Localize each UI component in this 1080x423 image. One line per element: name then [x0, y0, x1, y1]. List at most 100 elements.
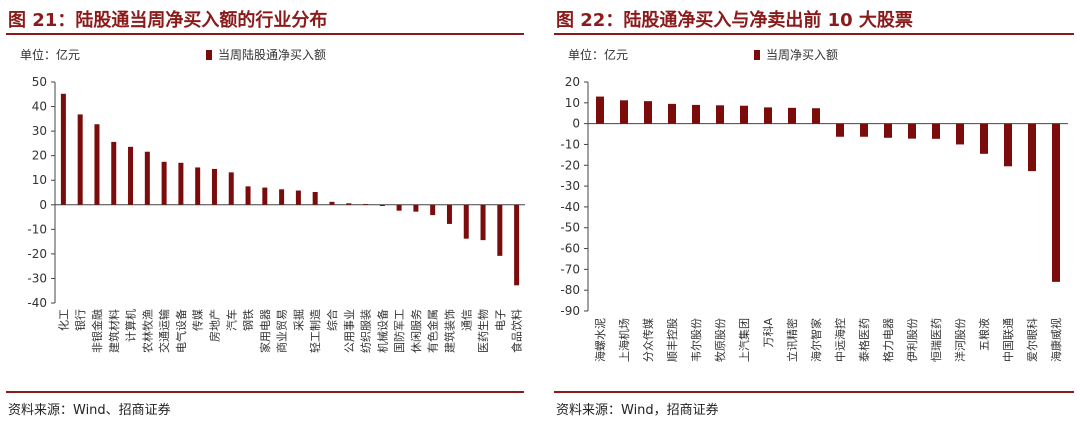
- bar: [178, 162, 184, 205]
- y-tick-label: 20: [565, 75, 580, 89]
- title-divider: [6, 33, 524, 35]
- x-tick-label: 通信: [460, 309, 473, 331]
- x-tick-label: 银行: [73, 309, 87, 331]
- bar: [692, 104, 700, 124]
- bar: [211, 168, 217, 205]
- unit-label: 单位：亿元: [20, 48, 81, 62]
- x-tick-label: 综合: [325, 309, 339, 331]
- bar: [396, 204, 402, 211]
- x-tick-label: 汽车: [224, 309, 238, 331]
- x-tick-label: 韦尔股份: [690, 318, 703, 362]
- unit-label: 单位：亿元: [568, 48, 629, 62]
- x-tick-label: 休闲服务: [409, 309, 423, 353]
- bar: [463, 204, 469, 239]
- y-tick-label: -80: [560, 283, 580, 297]
- x-tick-label: 农林牧渔: [140, 309, 154, 353]
- bar: [195, 167, 201, 205]
- x-tick-label: 爱尔眼科: [1025, 318, 1039, 362]
- title-divider: [554, 33, 1074, 35]
- source-note: 资料来源：Wind、招商证券: [8, 403, 171, 418]
- x-tick-label: 建筑装饰: [442, 309, 456, 353]
- x-tick-label: 化工: [56, 309, 70, 331]
- bar: [161, 161, 167, 205]
- figure-title: 图 21：陆股通当周净买入额的行业分布: [8, 10, 328, 31]
- x-tick-label: 商业贸易: [275, 309, 289, 353]
- x-tick-label: 建筑材料: [107, 309, 121, 353]
- bar: [860, 123, 868, 137]
- bar: [668, 103, 676, 124]
- bar: [430, 204, 436, 216]
- y-tick-label: -10: [560, 137, 580, 151]
- y-tick-label: -40: [27, 296, 47, 310]
- bar: [413, 204, 419, 212]
- y-tick-label: 0: [572, 117, 580, 131]
- legend-label: 当周净买入额: [766, 48, 839, 62]
- bar-chart: 50 40 30 20 10 0 -10 -20 -30 -40 化工 银行 非银金融 建筑材料 计算机 农林…: [27, 75, 525, 353]
- x-tick-label: 海尔智家: [809, 318, 823, 362]
- y-tick-label: -10: [27, 222, 47, 236]
- bar: [1052, 123, 1060, 282]
- bar: [111, 141, 117, 205]
- y-tick-label: 50: [32, 75, 47, 89]
- bar: [295, 190, 301, 205]
- y-tick-label: -90: [560, 304, 580, 318]
- figure-title: 图 22：陆股通净买入与净卖出前 10 大股票: [556, 10, 913, 31]
- bar: [716, 105, 724, 124]
- x-tick-label: 公用事业: [343, 309, 356, 353]
- bar: [1028, 123, 1036, 172]
- bar: [262, 187, 268, 205]
- x-tick-label: 钢铁: [242, 309, 255, 331]
- bar: [884, 123, 892, 138]
- x-tick-label: 采掘: [291, 309, 305, 331]
- x-tick-label: 万科A: [761, 318, 775, 348]
- x-tick-label: 电子: [494, 309, 507, 331]
- bar: [764, 107, 772, 124]
- legend: 当周陆股通净买入额: [206, 46, 326, 63]
- source-note: 资料来源：Wind，招商证券: [556, 403, 719, 418]
- x-tick-label: 顺丰控股: [665, 318, 679, 362]
- y-tick-label: -50: [560, 221, 580, 235]
- y-tick-label: -30: [560, 179, 580, 193]
- y-tick-label: 10: [32, 173, 47, 187]
- bar: [379, 204, 385, 207]
- bar: [329, 201, 335, 205]
- bar: [446, 204, 452, 224]
- y-tick-label: -20: [27, 247, 47, 261]
- x-tick-label: 纺织服装: [359, 309, 373, 353]
- x-tick-label: 轻工制造: [308, 309, 322, 353]
- x-tick-label: 泰格医药: [857, 318, 871, 362]
- x-tick-label: 电气设备: [174, 309, 188, 353]
- y-tick-label: 10: [565, 96, 580, 110]
- chart-panel-left: 图 21：陆股通当周净买入额的行业分布 单位：亿元 当周陆股通净买入额 50 40…: [0, 0, 528, 423]
- bar: [144, 151, 150, 205]
- bar: [740, 105, 748, 124]
- bar-chart: 20 10 0 -10 -20 -30 -40 -50 -60 -70 -80 -90 海螺水泥 上海机场…: [560, 75, 1068, 362]
- x-tick-label: 交通运输: [157, 309, 171, 353]
- y-tick-label: -40: [560, 200, 580, 214]
- bar: [908, 123, 916, 139]
- x-tick-label: 国防军工: [392, 309, 406, 353]
- y-tick-label: 0: [39, 198, 47, 212]
- y-tick-label: -70: [560, 262, 580, 276]
- legend: 当周净买入额: [754, 46, 838, 63]
- bar: [596, 96, 604, 124]
- x-tick-label: 食品饮料: [510, 309, 524, 353]
- bar: [812, 108, 820, 124]
- bar: [956, 123, 964, 145]
- chart-panel-right: 图 22：陆股通净买入与净卖出前 10 大股票 单位：亿元 当周净买入额 20 1…: [548, 0, 1080, 423]
- bar: [514, 204, 520, 286]
- x-tick-label: 牧原股份: [713, 318, 727, 362]
- x-tick-label: 洋河股份: [953, 318, 967, 362]
- bar: [363, 204, 369, 205]
- footer-divider: [554, 391, 1074, 393]
- bar: [620, 100, 628, 124]
- x-tick-label: 中远海控: [833, 318, 847, 362]
- x-tick-label: 有色金属: [426, 309, 440, 353]
- y-tick-label: 20: [32, 149, 47, 163]
- y-tick-label: -20: [560, 158, 580, 172]
- x-tick-label: 上汽集团: [737, 318, 751, 362]
- bar: [497, 204, 503, 256]
- x-tick-label: 中国联通: [1002, 318, 1015, 362]
- bar: [279, 189, 285, 205]
- bar: [836, 123, 844, 137]
